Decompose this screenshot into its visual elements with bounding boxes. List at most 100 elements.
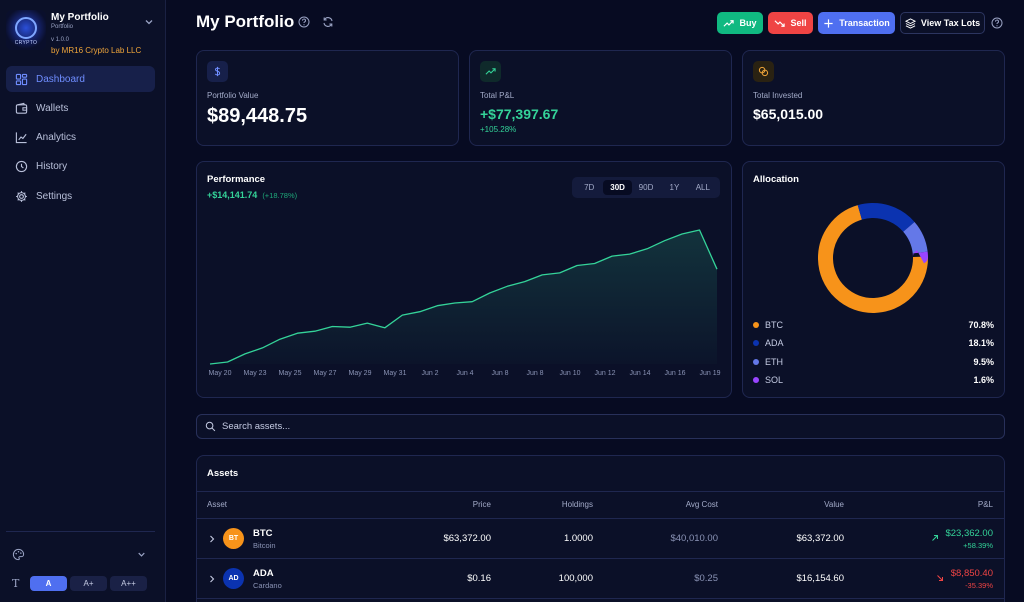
- legend-percent: 18.1%: [968, 338, 994, 348]
- column-header-pnl[interactable]: P&L: [977, 500, 993, 509]
- performance-change-value: +$14,141.74: [207, 190, 258, 200]
- portfolio-value-label: Portfolio Value: [207, 91, 259, 100]
- range-1y-button[interactable]: 1Y: [669, 183, 680, 192]
- performance-point[interactable]: [697, 227, 703, 233]
- coin-badge: BT: [223, 528, 244, 549]
- performance-point[interactable]: [259, 345, 265, 351]
- performance-point[interactable]: [522, 279, 528, 285]
- performance-point[interactable]: [487, 290, 493, 296]
- performance-point[interactable]: [714, 266, 720, 272]
- font-size-a-plus-plus-button[interactable]: A++: [110, 576, 147, 591]
- history-icon: [15, 161, 28, 173]
- assets-card: Assets Asset Price Holdings Avg Cost Val…: [196, 455, 1005, 602]
- allocation-card: Allocation BTC 70.8% ADA 18.1% ETH 9.5% …: [742, 161, 1005, 398]
- sidebar-nav: Dashboard Wallets Analytics History Sett…: [6, 66, 155, 212]
- performance-point[interactable]: [574, 263, 580, 269]
- legend-item-sol: SOL 1.6%: [753, 374, 994, 386]
- buy-button[interactable]: Buy: [717, 12, 763, 34]
- range-30d-button[interactable]: 30D: [603, 180, 632, 195]
- performance-card: May 20 May 23 May 25 May 27 May 29 May 31 Jun …: [196, 161, 732, 398]
- font-size-a-plus-button[interactable]: A+: [70, 576, 107, 591]
- sidebar-item-settings[interactable]: Settings: [6, 183, 155, 209]
- performance-point[interactable]: [662, 238, 668, 244]
- performance-point[interactable]: [329, 323, 335, 329]
- view-tax-lots-button[interactable]: View Tax Lots: [900, 12, 985, 34]
- chevron-right-icon[interactable]: [207, 574, 217, 584]
- performance-point[interactable]: [557, 270, 563, 276]
- sidebar-item-label: Wallets: [36, 102, 69, 114]
- sidebar-item-analytics[interactable]: Analytics: [6, 125, 155, 151]
- legend-name: ETH: [765, 357, 783, 367]
- theme-selector[interactable]: [12, 545, 148, 563]
- add-transaction-button[interactable]: Transaction: [818, 12, 895, 34]
- performance-point[interactable]: [312, 328, 318, 334]
- performance-point[interactable]: [417, 309, 423, 315]
- app-version: v 1.0.0: [51, 37, 70, 43]
- sidebar-item-dashboard[interactable]: Dashboard: [6, 66, 155, 92]
- performance-point[interactable]: [207, 361, 213, 367]
- performance-point[interactable]: [609, 253, 615, 259]
- asset-value: $63,372.00: [796, 533, 844, 544]
- column-header-avg-cost[interactable]: Avg Cost: [685, 500, 718, 509]
- performance-point[interactable]: [294, 330, 300, 336]
- performance-point[interactable]: [644, 246, 650, 252]
- sidebar-item-label: History: [36, 161, 68, 173]
- performance-point[interactable]: [434, 303, 440, 309]
- performance-point[interactable]: [627, 251, 633, 257]
- performance-title: Performance: [207, 174, 266, 185]
- performance-point[interactable]: [224, 359, 230, 365]
- legend-item-ada: ADA 18.1%: [753, 337, 994, 349]
- refresh-icon[interactable]: [322, 16, 334, 28]
- performance-point[interactable]: [364, 320, 370, 326]
- total-invested-value: $65,015.00: [753, 106, 824, 122]
- performance-point[interactable]: [452, 300, 458, 306]
- range-7d-button[interactable]: 7D: [584, 183, 595, 192]
- portfolio-value-card: Portfolio Value $89,448.75: [196, 50, 459, 146]
- brand-switcher[interactable]: CRYPTO My Portfolio Portfolio v 1.0.0 by…: [6, 8, 160, 58]
- legend-name: ADA: [765, 338, 784, 348]
- range-all-button[interactable]: ALL: [695, 183, 710, 192]
- column-header-price[interactable]: Price: [472, 500, 491, 509]
- performance-point[interactable]: [347, 324, 353, 330]
- asset-holdings: 100,000: [558, 573, 593, 584]
- help-icon[interactable]: [991, 17, 1003, 29]
- column-header-asset[interactable]: Asset: [207, 500, 228, 509]
- x-tick-label: Jun 8: [526, 370, 543, 377]
- sidebar-item-wallets[interactable]: Wallets: [6, 95, 155, 121]
- x-tick-label: May 23: [244, 370, 267, 377]
- performance-point[interactable]: [242, 351, 248, 357]
- sell-button[interactable]: Sell: [768, 12, 813, 34]
- column-header-value[interactable]: Value: [824, 500, 844, 509]
- performance-point[interactable]: [539, 272, 545, 278]
- range-90d-button[interactable]: 90D: [638, 183, 654, 192]
- donut-slice-sol[interactable]: [818, 203, 928, 313]
- x-tick-label: Jun 14: [629, 370, 650, 377]
- help-icon[interactable]: [298, 16, 310, 28]
- x-tick-label: Jun 2: [421, 370, 438, 377]
- donut-slice-ada[interactable]: [818, 203, 928, 313]
- font-size-a-button[interactable]: A: [30, 576, 67, 591]
- performance-point[interactable]: [679, 231, 685, 237]
- palette-icon: [12, 548, 25, 560]
- asset-symbol: ADA: [253, 568, 274, 579]
- asset-pnl-percent: +58.39%: [963, 541, 993, 550]
- performance-point[interactable]: [469, 299, 475, 305]
- buy-button-label: Buy: [739, 18, 757, 28]
- coins-icon: [753, 61, 774, 82]
- chevron-down-icon[interactable]: [142, 15, 156, 29]
- sidebar-item-history[interactable]: History: [6, 154, 155, 180]
- sidebar-item-label: Settings: [36, 190, 73, 202]
- performance-point[interactable]: [399, 312, 405, 318]
- app-logo: CRYPTO: [6, 10, 46, 50]
- performance-point[interactable]: [592, 261, 598, 267]
- chevron-right-icon[interactable]: [207, 534, 217, 544]
- layers-icon: [904, 17, 916, 29]
- performance-point[interactable]: [382, 325, 388, 331]
- total-invested-label: Total Invested: [753, 91, 803, 100]
- column-header-holdings[interactable]: Holdings: [561, 500, 593, 509]
- brand-author: by MR16 Crypto Lab LLC: [51, 46, 142, 55]
- performance-point[interactable]: [277, 336, 283, 342]
- performance-point[interactable]: [504, 283, 510, 289]
- search-input[interactable]: [222, 421, 982, 432]
- total-invested-card: Total Invested $65,015.00: [742, 50, 1005, 146]
